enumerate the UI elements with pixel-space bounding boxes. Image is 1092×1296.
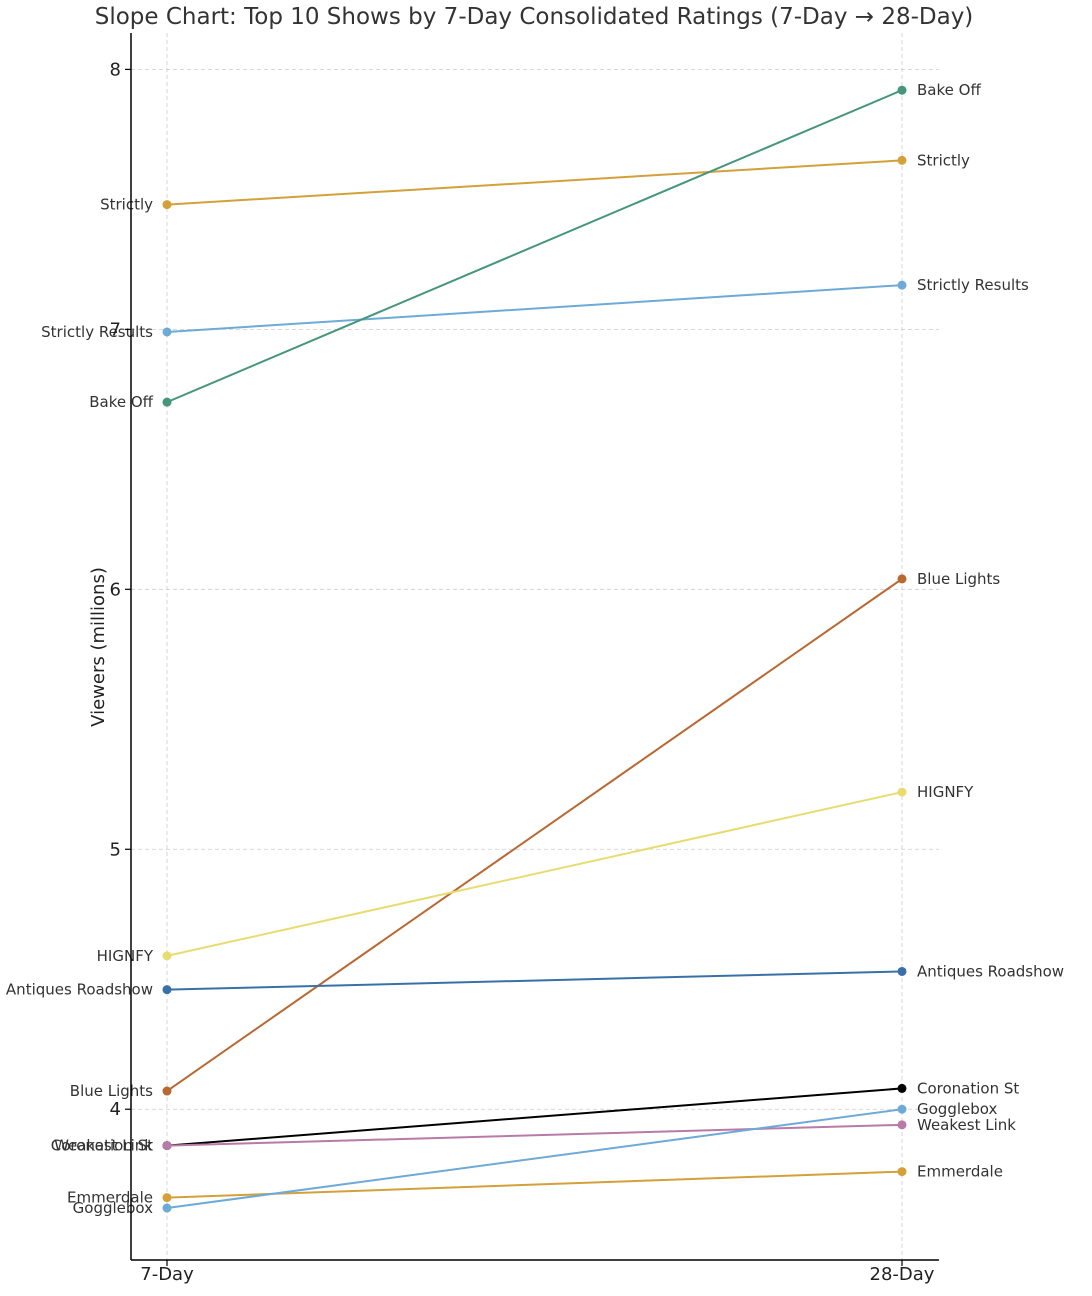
series-label-left: HIGNFY bbox=[97, 947, 154, 965]
data-point-7day bbox=[162, 951, 172, 961]
data-point-7day bbox=[162, 1203, 172, 1213]
series-line bbox=[166, 159, 903, 206]
data-point-7day bbox=[162, 1141, 172, 1151]
series-label-left: Weakest Link bbox=[54, 1137, 153, 1155]
data-point-28day bbox=[897, 574, 907, 584]
series-lines bbox=[162, 85, 907, 1213]
data-point-28day bbox=[897, 1167, 907, 1177]
data-point-7day bbox=[162, 397, 172, 407]
series-line bbox=[166, 970, 903, 991]
series-line bbox=[166, 284, 903, 333]
series-label-left: Gogglebox bbox=[73, 1199, 153, 1217]
series-label-right: Strictly Results bbox=[917, 276, 1029, 294]
data-point-28day bbox=[897, 155, 907, 165]
data-point-28day bbox=[897, 1083, 907, 1093]
data-point-28day bbox=[897, 1120, 907, 1130]
series-label-left: Bake Off bbox=[89, 393, 153, 411]
series-label-left: Strictly Results bbox=[41, 323, 153, 341]
series-line bbox=[166, 578, 903, 1092]
data-point-28day bbox=[897, 966, 907, 976]
data-point-7day bbox=[162, 1086, 172, 1096]
series-label-left: Blue Lights bbox=[70, 1082, 153, 1100]
series-line bbox=[166, 1123, 903, 1147]
axis-ticks: 4 5 6 7 8 7-Day 28-Day bbox=[110, 59, 935, 1285]
series-label-right: Blue Lights bbox=[917, 570, 1000, 588]
data-point-28day bbox=[897, 1104, 907, 1114]
grid-lines bbox=[131, 33, 939, 1260]
series-line bbox=[166, 89, 903, 404]
y-tick-label: 4 bbox=[110, 1099, 121, 1120]
series-line bbox=[166, 1087, 903, 1147]
data-point-7day bbox=[162, 985, 172, 995]
data-point-7day bbox=[162, 200, 172, 210]
series-label-right: Weakest Link bbox=[917, 1116, 1016, 1134]
series-label-right: Bake Off bbox=[917, 81, 981, 99]
chart-title: Slope Chart: Top 10 Shows by 7-Day Conso… bbox=[95, 4, 974, 30]
series-label-right: Coronation St bbox=[917, 1079, 1019, 1097]
y-tick-label: 7 bbox=[110, 319, 121, 340]
data-point-28day bbox=[897, 787, 907, 797]
data-point-7day bbox=[162, 1193, 172, 1203]
y-tick-label: 6 bbox=[110, 579, 121, 600]
y-axis-title: Viewers (millions) bbox=[88, 567, 109, 727]
y-tick-label: 5 bbox=[110, 839, 121, 860]
x-tick-label: 7-Day bbox=[140, 1264, 194, 1285]
series-line bbox=[166, 791, 903, 957]
data-point-28day bbox=[897, 280, 907, 290]
x-tick-label: 28-Day bbox=[870, 1264, 935, 1285]
series-label-right: Antiques Roadshow bbox=[917, 962, 1064, 980]
series-label-right: HIGNFY bbox=[917, 783, 974, 801]
series-label-left: Strictly bbox=[100, 196, 153, 214]
series-label-left: Antiques Roadshow bbox=[6, 981, 153, 999]
series-label-right: Emmerdale bbox=[917, 1163, 1003, 1181]
data-point-7day bbox=[162, 327, 172, 337]
y-tick-label: 8 bbox=[110, 59, 121, 80]
series-label-left: Coronation St bbox=[51, 1137, 153, 1155]
series-label-right: Gogglebox bbox=[917, 1100, 997, 1118]
series-labels: Strictly Strictly Strictly Results Strictly… bbox=[6, 81, 1064, 1217]
series-line bbox=[166, 1170, 903, 1199]
series-line bbox=[166, 1108, 903, 1209]
data-point-28day bbox=[897, 85, 907, 95]
series-label-right: Strictly bbox=[917, 151, 970, 169]
